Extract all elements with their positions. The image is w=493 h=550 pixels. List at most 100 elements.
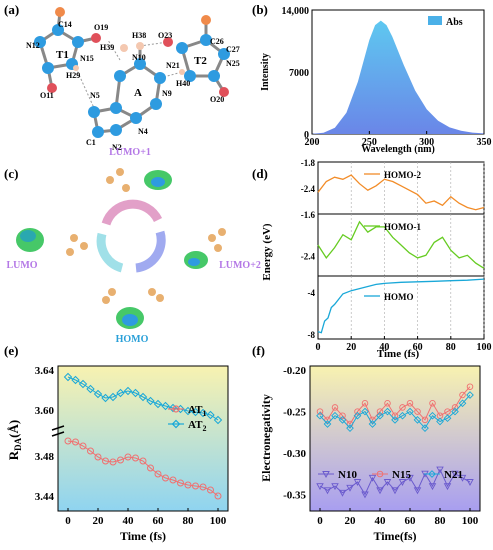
y-tick-label: 3.44 [35,491,55,503]
rda-point [71,375,80,385]
electronegativity-point [398,411,407,420]
electronegativity-point [383,479,392,486]
rda-point [139,457,147,465]
y-tick-label: -1.6 [301,210,316,220]
atom-label: N4 [138,127,148,136]
electronegativity-point [353,411,362,420]
electronegativity-point [391,412,399,419]
rda-point [102,457,109,465]
rda-point [131,388,140,398]
panel-label-a: (a) [4,2,19,17]
legend-label: HOMO-2 [384,170,421,180]
electronegativity-point [443,414,452,423]
rda-point [101,393,110,403]
rda-point [176,404,185,414]
rda-point [93,389,103,399]
y-tick-label: 3.48 [35,451,55,463]
y-axis-label: Electronegativity [259,394,273,482]
atom-label: C27 [226,45,240,54]
electronegativity-point [406,407,414,416]
electronegativity-point [361,491,369,499]
electronegativity-point [316,408,324,415]
electronegativity-point [413,416,422,424]
electronegativity-point [391,416,399,424]
rda-point [191,407,200,417]
rda-point [138,392,148,402]
electronegativity-point [338,416,347,424]
rda-point [116,388,125,398]
panel-label-e: (e) [4,343,18,358]
electronegativity-point [339,412,346,419]
atom-label: O19 [94,23,108,32]
rda-point [207,486,214,494]
energy-line [317,174,485,211]
x-tick-label: 40 [375,515,387,527]
y-tick-label: -0.30 [283,448,306,460]
electronegativity-point [361,407,369,416]
legend-label-at1: AT1 [188,404,206,418]
legend-label: N10 [338,469,357,481]
rda-point [94,453,102,461]
panel-c: (c) LUMO+1 LUMO LUMO+2 HOMO [4,147,261,345]
electronegativity-point [354,408,361,415]
y-axis-label-main: R [6,450,21,460]
y-axis-label: Energy (eV) [261,223,273,280]
legend-label-at2: AT2 [188,419,206,433]
electronegativity-point [346,424,354,432]
x-tick-label: 80 [435,515,447,527]
x-axis-label: Time (fs) [377,348,420,360]
orbital-label-homo: HOMO [116,334,149,345]
rda-point [161,401,170,411]
legend-at1-sub: 1 [202,409,206,418]
y-axis-label: RDA(Å) [6,420,23,460]
atom-label: N25 [226,59,240,68]
electronegativity-point [376,487,384,495]
x-tick-label: 60 [413,342,423,353]
rda-point [198,408,208,418]
electronegativity-point [323,420,332,428]
electronegativity-point [316,411,324,420]
rda-point [72,438,79,446]
panel-label-b: (b) [252,2,268,17]
orbital-lumo-lobes [16,228,44,252]
electronegativity-point [331,404,339,411]
rda-point [117,456,124,464]
orbital-label-lumo2: LUMO+2 [219,260,261,271]
panel-a: (a) [4,2,240,152]
y-tick-label: -2.4 [301,184,316,194]
x-tick-labels: 200 250 300 350 [305,131,492,148]
rda-point [183,406,193,416]
panel-b: (b) 200 250 300 350 0 7000 14,000 Wavelength … [252,2,492,155]
abs-area-series [312,20,484,135]
rda-point [86,384,95,394]
electronegativity-point [376,408,384,415]
electronegativity-point [346,484,354,492]
rda-point [63,372,73,382]
electronegativity-point [331,483,339,491]
electronegativity-point [368,474,377,482]
atom-label: H38 [132,31,146,40]
atom-label: O20 [210,95,224,104]
rda-point [184,481,192,489]
electronegativity-point [443,483,452,491]
x-tick-label: 350 [477,137,492,148]
orbital-lumo1-lobes [144,170,172,190]
electronegativity-point [338,489,347,497]
electronegativity-point [466,383,474,390]
electronegativity-point [376,411,384,420]
atom-label: N12 [26,41,40,50]
panel-label-c: (c) [4,166,18,181]
legend-f: N10 N15 N21 [318,469,463,481]
y-tick-label: -8 [308,330,316,340]
x-tick-label: 200 [305,137,320,148]
legend-swatch-abs [428,16,442,25]
x-tick-label: 20 [93,515,105,527]
legend-label: N21 [444,469,463,481]
x-tick-label: 60 [405,515,417,527]
x-tick-label: 100 [462,515,479,527]
tick-labels: 3.60 3.64 3.44 3.48 0 20 40 60 80 100 [35,365,227,527]
panel-label-f: (f) [252,343,265,358]
atom-label: O23 [158,31,172,40]
molecule-atoms [34,7,230,138]
